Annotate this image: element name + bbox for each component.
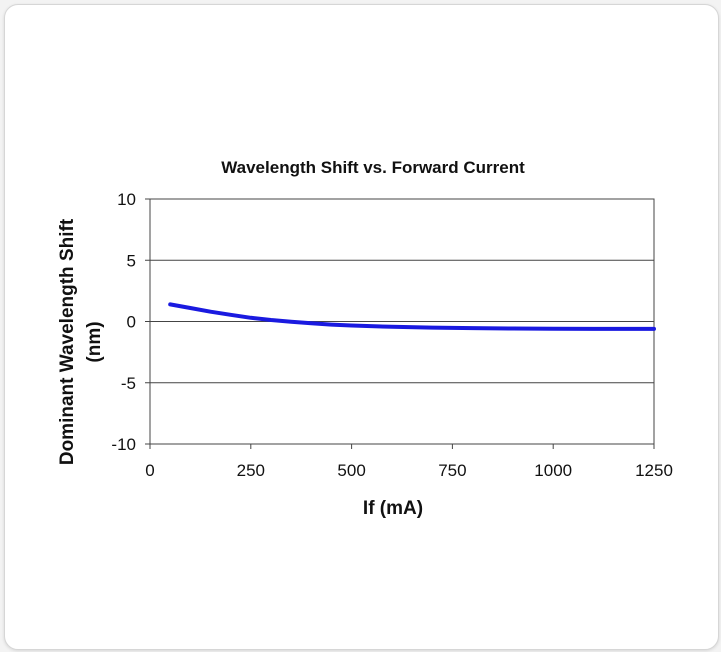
x-axis-ticks: 0 250 500 750 1000 1250	[145, 444, 673, 480]
y-tick-label: -5	[121, 374, 136, 393]
y-tick-label: 10	[117, 190, 136, 209]
y-tick-label: -10	[111, 435, 136, 454]
series-layer	[168, 302, 656, 331]
y-axis-label: Dominant Wavelength Shift (nm)	[57, 218, 105, 465]
y-tick-label: 5	[127, 251, 136, 270]
x-tick-label: 0	[145, 461, 154, 480]
x-tick-label: 1000	[534, 461, 572, 480]
x-tick-label: 250	[237, 461, 265, 480]
x-tick-label: 750	[438, 461, 466, 480]
y-tick-label: 0	[127, 313, 136, 332]
y-axis-ticks: 10 5 0 -5 -10	[111, 190, 150, 454]
x-tick-label: 1250	[635, 461, 673, 480]
x-tick-label: 500	[337, 461, 365, 480]
chart-title: Wavelength Shift vs. Forward Current	[221, 158, 525, 177]
y-axis-label-line2: (nm)	[84, 321, 105, 362]
gridlines	[150, 259, 654, 384]
series-line-0	[168, 302, 656, 331]
y-axis-label-line1: Dominant Wavelength Shift	[57, 218, 78, 465]
x-axis-label: If (mA)	[363, 498, 423, 519]
